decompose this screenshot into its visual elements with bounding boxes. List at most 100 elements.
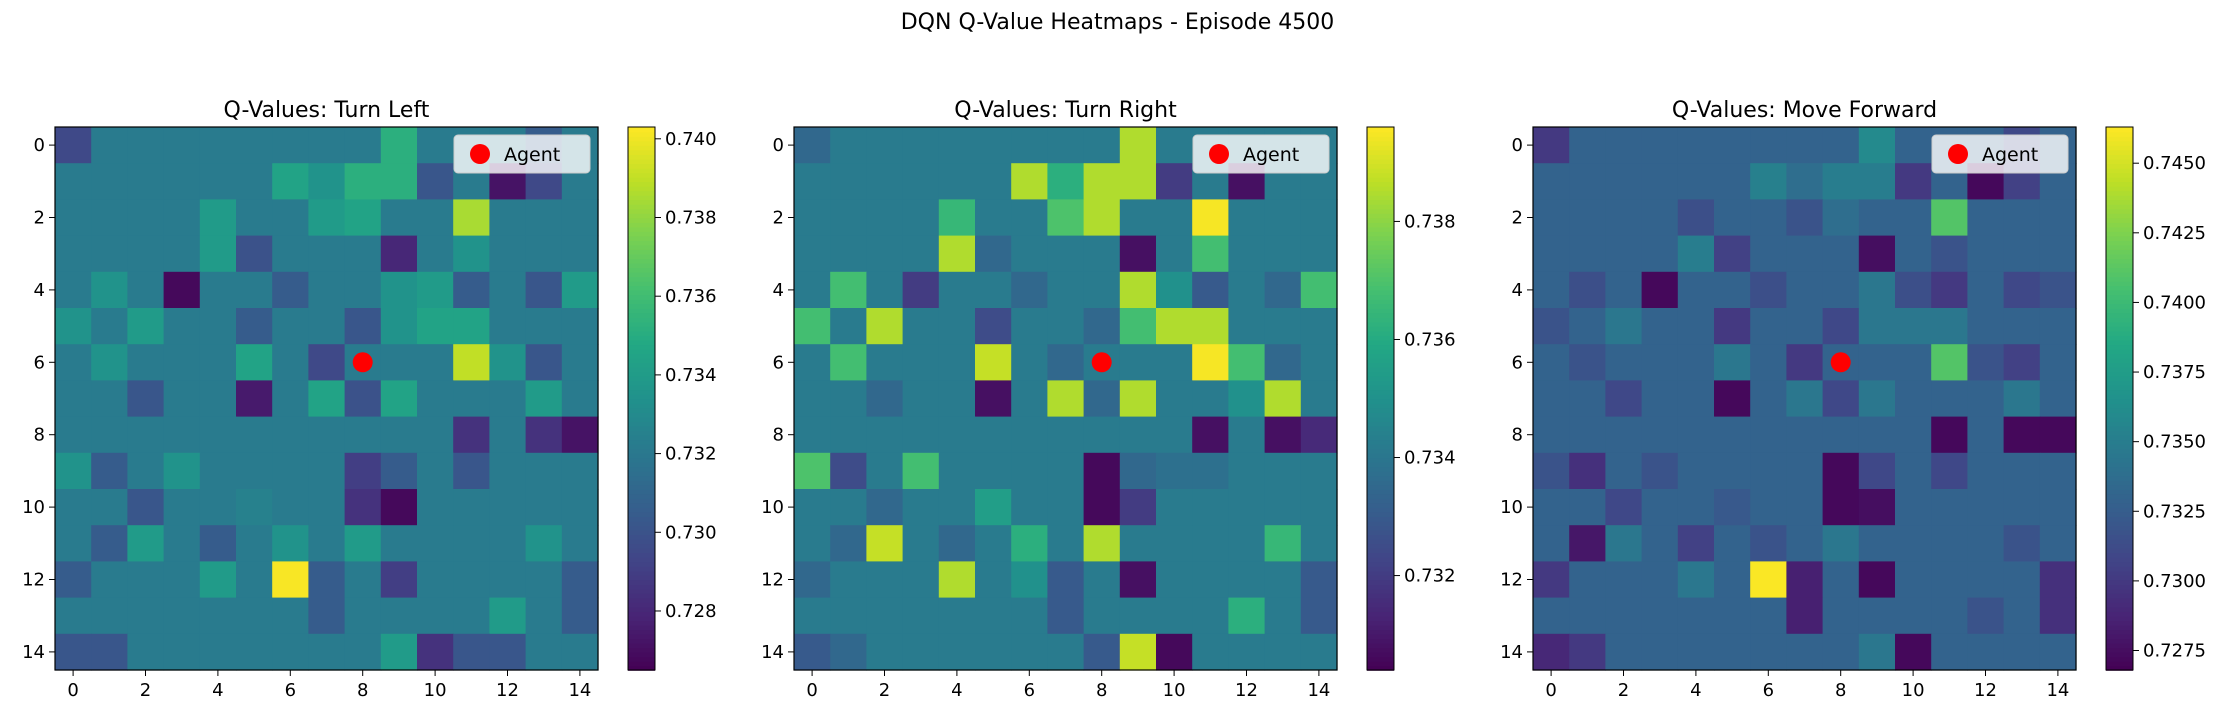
heatmap-cell <box>1895 163 1932 200</box>
heatmap-cell <box>1533 271 1570 309</box>
colorbar-segment <box>628 574 655 581</box>
heatmap-cell <box>1858 163 1896 200</box>
heatmap-cell <box>830 525 867 562</box>
colorbar-segment <box>628 403 655 409</box>
colorbar-segment <box>2106 308 2133 314</box>
colorbar-segment <box>1367 185 1394 192</box>
heatmap-cell <box>1300 525 1338 562</box>
colorbar-segment <box>2106 593 2133 599</box>
colorbar-segment <box>2106 615 2133 622</box>
colorbar-segment <box>628 163 655 169</box>
heatmap-cell <box>1264 416 1302 454</box>
heatmap-cell <box>1786 127 1824 164</box>
heatmap-cell <box>561 561 599 599</box>
colorbar-segment <box>2106 140 2133 146</box>
heatmap-cell <box>1192 452 1229 490</box>
heatmap-cell <box>1714 416 1751 454</box>
colorbar-segment <box>1367 326 1394 332</box>
heatmap-cell <box>1605 199 1643 237</box>
y-tick-label: 8 <box>34 425 45 446</box>
heatmap-cell <box>938 597 976 635</box>
colorbar-segment <box>628 145 655 151</box>
heatmap-cell <box>830 380 867 418</box>
heatmap-cell <box>902 199 940 237</box>
heatmap-cell <box>163 199 201 237</box>
x-tick-label: 10 <box>1163 680 1186 701</box>
legend-agent-marker <box>1948 144 1968 164</box>
heatmap-cell <box>2039 199 2077 237</box>
colorbar-segment <box>1367 561 1394 567</box>
heatmap-cell <box>1677 127 1715 164</box>
heatmap-cell <box>1931 561 1968 599</box>
colorbar-segment <box>2106 629 2133 635</box>
colorbar-segment <box>2106 226 2133 232</box>
x-tick-label: 12 <box>1235 680 1258 701</box>
heatmap-cell <box>1300 344 1338 381</box>
colorbar-segment <box>628 565 655 572</box>
heatmap-cell <box>1858 525 1896 562</box>
colorbar-segment <box>2106 529 2133 536</box>
heatmap-cell <box>830 235 867 273</box>
heatmap-cell <box>380 344 418 381</box>
heatmap-cell <box>199 127 237 164</box>
heatmap-cell <box>91 199 128 237</box>
y-tick-label: 4 <box>773 280 784 301</box>
heatmap-cell <box>1047 380 1085 418</box>
heatmap-cell <box>1677 525 1715 562</box>
heatmap-cell <box>1011 163 1048 200</box>
heatmap-cell <box>830 561 867 599</box>
colorbar-tick-label: 0.7300 <box>2143 571 2206 592</box>
heatmap-cell <box>453 344 490 381</box>
heatmap-cell <box>794 344 831 381</box>
heatmap-cell <box>272 489 309 526</box>
colorbar-segment <box>2106 267 2133 273</box>
colorbar-segment <box>1367 620 1394 626</box>
heatmap-cell <box>417 235 454 273</box>
colorbar-segment <box>1367 371 1394 377</box>
heatmap-cell <box>1083 308 1121 345</box>
heatmap-cell <box>417 561 454 599</box>
colorbar-segment <box>2106 611 2133 617</box>
heatmap-cell <box>525 525 563 562</box>
heatmap-cell <box>1192 308 1229 345</box>
colorbar-segment <box>1367 507 1394 513</box>
colorbar-segment <box>2106 565 2133 572</box>
colorbar-segment <box>1367 651 1394 658</box>
colorbar-segment <box>1367 656 1394 662</box>
heatmap-cell <box>272 235 309 273</box>
legend-agent-marker <box>470 144 490 164</box>
heatmap-cell <box>1083 271 1121 309</box>
colorbar-segment <box>1367 547 1394 554</box>
heatmap-cell <box>938 308 976 345</box>
colorbar-segment <box>1367 615 1394 622</box>
heatmap-cell <box>902 525 940 562</box>
heatmap-cell <box>1641 452 1679 490</box>
colorbar-segment <box>2106 665 2133 671</box>
heatmap-cell <box>272 127 309 164</box>
heatmap-cell <box>489 344 527 381</box>
y-tick-label: 2 <box>773 208 784 229</box>
heatmap-cell <box>1931 308 1968 345</box>
heatmap-cell <box>2003 199 2041 237</box>
colorbar-segment <box>2106 647 2133 653</box>
heatmap-cell <box>794 271 831 309</box>
heatmap-cell <box>1822 308 1860 345</box>
axes-frame <box>1532 126 2077 671</box>
heatmap-cell <box>1714 271 1751 309</box>
heatmap-cell <box>525 199 563 237</box>
heatmap-cell <box>1967 452 2005 490</box>
colorbar-segment <box>2106 398 2133 404</box>
y-tick-label: 2 <box>34 208 45 229</box>
heatmap-cell <box>1047 344 1085 381</box>
heatmap-cell <box>1822 163 1860 200</box>
x-tick-label: 2 <box>1618 680 1629 701</box>
x-tick-label: 2 <box>140 680 151 701</box>
heatmap-cell <box>1192 633 1229 671</box>
heatmap-cell <box>2039 344 2077 381</box>
colorbar-segment <box>1367 280 1394 287</box>
colorbar-segment <box>2106 498 2133 504</box>
heatmap-cell <box>91 163 128 200</box>
colorbar-segment <box>2106 443 2133 450</box>
heatmap-cell <box>236 561 273 599</box>
colorbar-segment <box>1367 534 1394 540</box>
